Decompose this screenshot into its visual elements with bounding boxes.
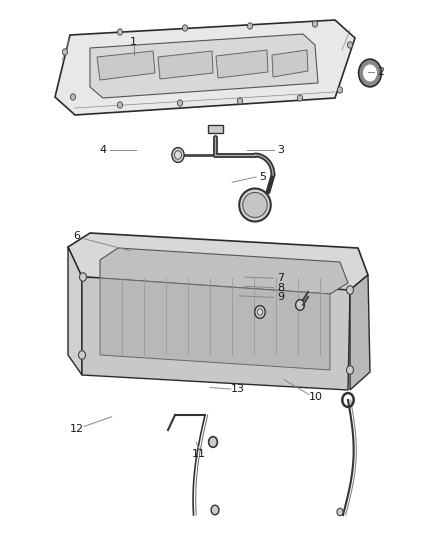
Circle shape (78, 351, 85, 359)
Circle shape (117, 102, 123, 108)
Circle shape (79, 273, 86, 281)
Text: 11: 11 (192, 449, 206, 459)
Polygon shape (82, 277, 350, 390)
Ellipse shape (239, 189, 271, 222)
Text: 6: 6 (73, 231, 80, 240)
Circle shape (258, 309, 263, 315)
Polygon shape (216, 50, 268, 78)
Polygon shape (350, 275, 370, 390)
Circle shape (346, 286, 353, 294)
Text: 10: 10 (308, 392, 322, 402)
Circle shape (117, 29, 123, 35)
Text: 13: 13 (230, 384, 244, 394)
Polygon shape (100, 248, 348, 294)
Circle shape (255, 305, 265, 318)
Circle shape (172, 148, 184, 163)
Circle shape (337, 508, 343, 516)
Circle shape (363, 64, 377, 82)
Polygon shape (68, 233, 368, 290)
Circle shape (337, 87, 343, 93)
Polygon shape (272, 50, 308, 77)
Polygon shape (97, 51, 155, 80)
Circle shape (208, 437, 217, 447)
Text: 1: 1 (130, 37, 137, 46)
Circle shape (182, 25, 187, 31)
Text: 4: 4 (99, 146, 106, 155)
Polygon shape (68, 247, 82, 375)
Text: 8: 8 (277, 283, 284, 293)
Text: 9: 9 (277, 293, 284, 302)
Circle shape (312, 21, 318, 27)
Polygon shape (100, 278, 330, 370)
Text: 12: 12 (70, 424, 84, 434)
Circle shape (359, 59, 381, 87)
Circle shape (177, 100, 183, 106)
Polygon shape (158, 51, 213, 79)
Text: 7: 7 (277, 273, 284, 283)
Circle shape (247, 23, 253, 29)
Text: 5: 5 (259, 172, 266, 182)
Circle shape (211, 505, 219, 515)
Polygon shape (55, 20, 355, 115)
FancyBboxPatch shape (208, 125, 223, 133)
Circle shape (346, 366, 353, 374)
Circle shape (71, 94, 76, 100)
Circle shape (237, 98, 243, 104)
Circle shape (297, 95, 303, 101)
Ellipse shape (243, 192, 267, 217)
Circle shape (296, 300, 304, 310)
Circle shape (62, 49, 67, 55)
Circle shape (347, 42, 353, 48)
Text: 2: 2 (378, 67, 385, 77)
Polygon shape (90, 34, 318, 98)
Text: 3: 3 (277, 146, 284, 155)
Circle shape (174, 151, 181, 159)
